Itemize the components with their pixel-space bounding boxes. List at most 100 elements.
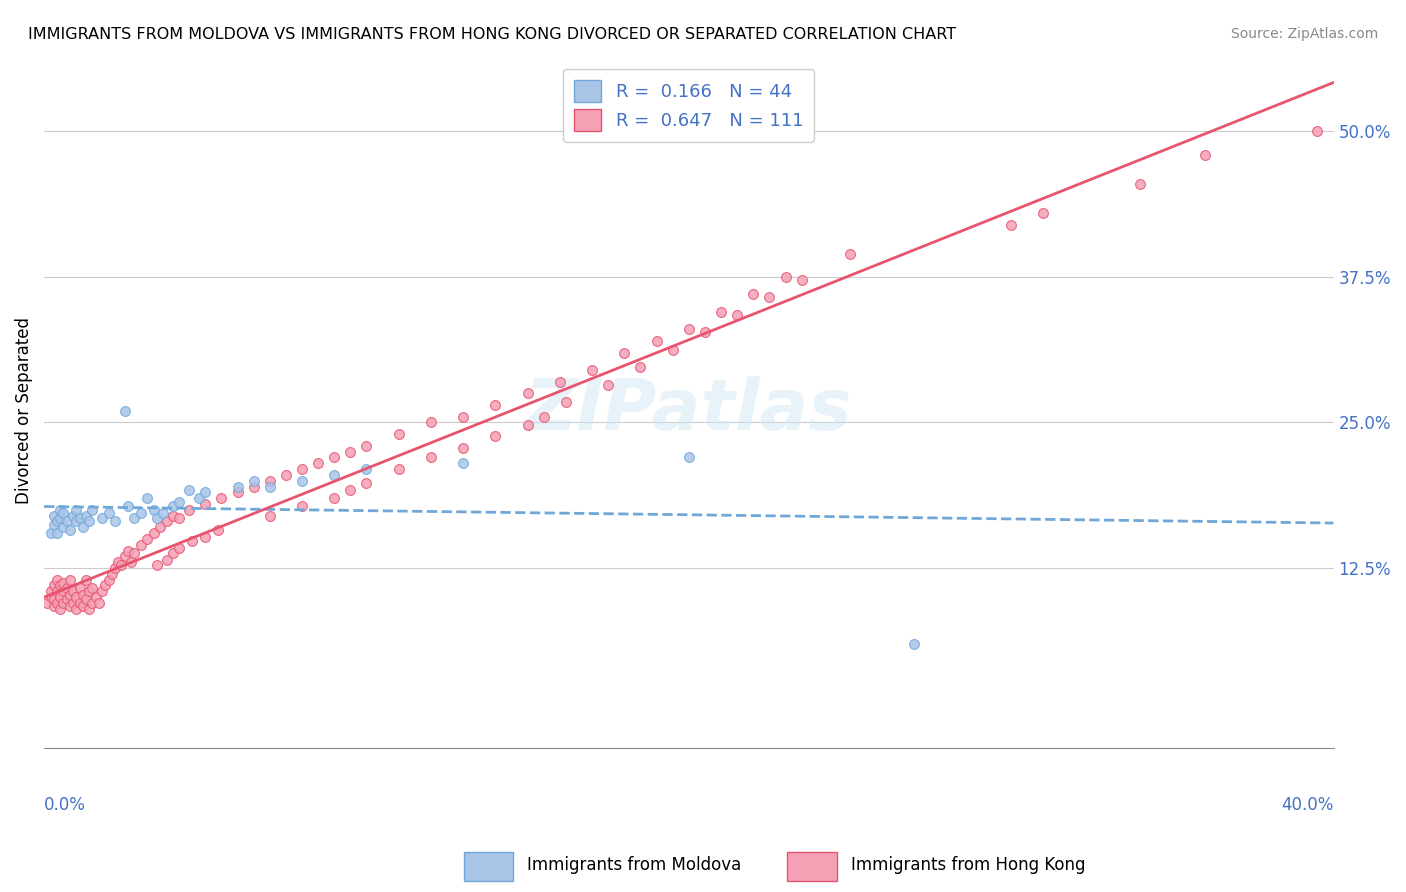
- Point: [124, 546, 146, 560]
- Point: [598, 378, 620, 392]
- Point: [120, 555, 142, 569]
- Point: [55, 581, 77, 595]
- Point: [146, 511, 169, 525]
- Point: [46, 584, 69, 599]
- Point: [419, 416, 441, 430]
- Point: [59, 588, 82, 602]
- Point: [49, 578, 72, 592]
- FancyBboxPatch shape: [787, 852, 837, 881]
- Point: [259, 474, 281, 488]
- Point: [46, 515, 69, 529]
- Point: [42, 578, 65, 592]
- Point: [129, 538, 152, 552]
- Point: [419, 450, 441, 465]
- Point: [516, 386, 538, 401]
- Point: [533, 409, 555, 424]
- Point: [62, 508, 84, 523]
- Point: [839, 246, 862, 260]
- Point: [725, 309, 748, 323]
- Point: [37, 596, 59, 610]
- Point: [323, 491, 346, 505]
- Point: [55, 515, 77, 529]
- Point: [451, 409, 474, 424]
- Point: [52, 506, 75, 520]
- Point: [142, 503, 165, 517]
- Point: [555, 394, 578, 409]
- Text: 0.0%: 0.0%: [44, 796, 86, 814]
- Point: [46, 596, 69, 610]
- Point: [55, 592, 77, 607]
- Text: Source: ZipAtlas.com: Source: ZipAtlas.com: [1230, 27, 1378, 41]
- Point: [124, 511, 146, 525]
- Point: [46, 526, 69, 541]
- Point: [42, 599, 65, 614]
- Point: [179, 483, 201, 497]
- Point: [155, 515, 177, 529]
- Point: [75, 573, 97, 587]
- Point: [1000, 218, 1022, 232]
- Point: [1194, 147, 1216, 161]
- Point: [87, 596, 110, 610]
- Text: Immigrants from Moldova: Immigrants from Moldova: [527, 856, 741, 874]
- Point: [516, 417, 538, 432]
- Point: [758, 290, 780, 304]
- Point: [194, 485, 217, 500]
- Point: [693, 325, 716, 339]
- Point: [65, 503, 87, 517]
- Point: [356, 462, 378, 476]
- Point: [388, 427, 411, 442]
- Point: [42, 592, 65, 607]
- Point: [451, 456, 474, 470]
- Point: [52, 520, 75, 534]
- Point: [75, 592, 97, 607]
- Point: [630, 359, 652, 374]
- Point: [291, 474, 314, 488]
- Point: [142, 526, 165, 541]
- Point: [548, 375, 571, 389]
- Point: [69, 581, 91, 595]
- Point: [52, 596, 75, 610]
- Point: [194, 530, 217, 544]
- Point: [97, 573, 120, 587]
- Point: [581, 363, 603, 377]
- Point: [49, 590, 72, 604]
- Point: [209, 491, 232, 505]
- Point: [710, 305, 733, 319]
- Point: [136, 491, 159, 505]
- Text: Immigrants from Hong Kong: Immigrants from Hong Kong: [851, 856, 1085, 874]
- Point: [39, 526, 62, 541]
- Point: [39, 590, 62, 604]
- Point: [242, 474, 264, 488]
- Point: [65, 515, 87, 529]
- Point: [451, 441, 474, 455]
- Point: [72, 520, 94, 534]
- Point: [75, 508, 97, 523]
- Point: [678, 322, 700, 336]
- Point: [49, 503, 72, 517]
- Point: [62, 596, 84, 610]
- Point: [274, 467, 297, 482]
- Point: [42, 518, 65, 533]
- Point: [181, 534, 204, 549]
- Point: [149, 520, 172, 534]
- Point: [226, 485, 249, 500]
- Point: [52, 584, 75, 599]
- Point: [77, 584, 100, 599]
- Point: [645, 334, 668, 348]
- Point: [114, 404, 136, 418]
- Point: [742, 287, 765, 301]
- Point: [187, 491, 209, 505]
- Point: [110, 558, 132, 572]
- Point: [307, 456, 329, 470]
- Point: [72, 599, 94, 614]
- Point: [59, 573, 82, 587]
- Point: [104, 561, 127, 575]
- Point: [194, 497, 217, 511]
- Point: [1306, 124, 1329, 138]
- Text: ZIPatlas: ZIPatlas: [524, 376, 852, 445]
- Point: [152, 506, 174, 520]
- Point: [613, 345, 636, 359]
- Point: [226, 479, 249, 493]
- Y-axis label: Divorced or Separated: Divorced or Separated: [15, 318, 32, 504]
- Point: [82, 581, 104, 595]
